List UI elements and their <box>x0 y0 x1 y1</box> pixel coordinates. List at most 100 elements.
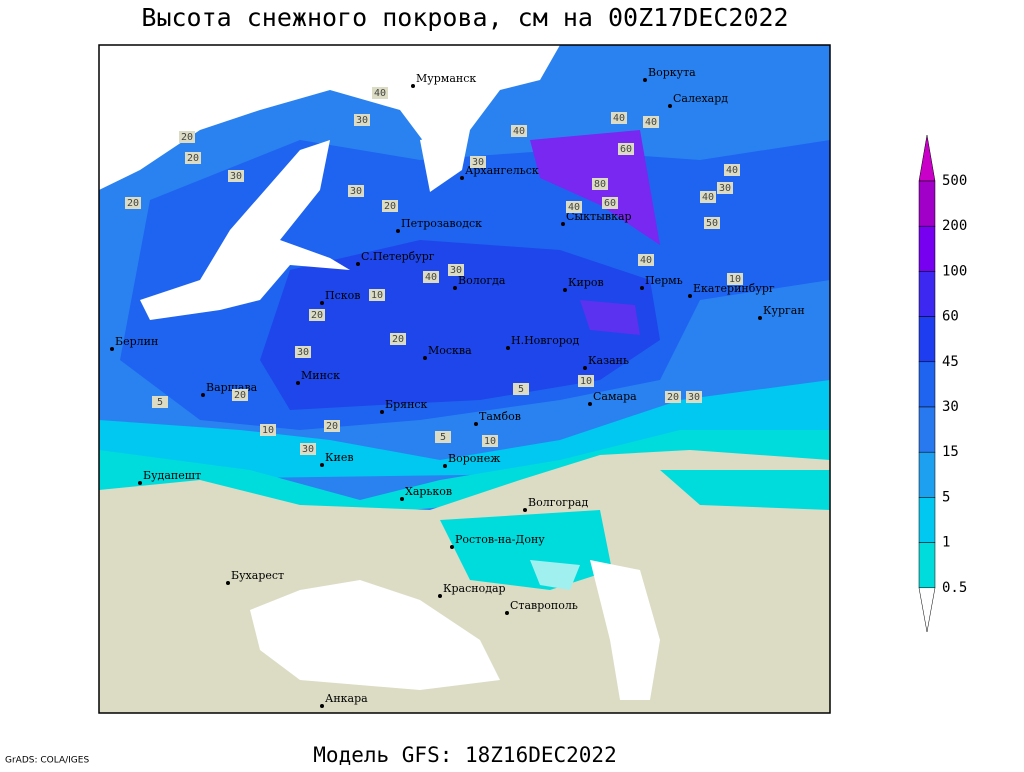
contour-label-box <box>727 273 743 285</box>
contour-label-box <box>482 435 498 447</box>
contour-label-box <box>611 112 627 124</box>
city-dot <box>438 594 442 598</box>
contour-label-box <box>638 254 654 266</box>
contour-label: 40 <box>640 255 652 266</box>
contour-label: 20 <box>667 392 679 403</box>
city-label: Воркута <box>648 66 696 79</box>
city-label: Варшава <box>206 381 258 394</box>
city-dot <box>380 410 384 414</box>
contour-label: 40 <box>726 165 738 176</box>
city-dot <box>474 422 478 426</box>
colorbar-label: 100 <box>942 263 967 279</box>
contour-label-box <box>125 197 141 209</box>
colorbar-label: 5 <box>942 489 950 505</box>
contour-label: 20 <box>234 390 246 401</box>
city-dot <box>296 381 300 385</box>
contour-label: 40 <box>568 202 580 213</box>
contour-label: 40 <box>513 126 525 137</box>
contour-label: 40 <box>374 88 386 99</box>
contour-label: 10 <box>262 425 274 436</box>
city-dot <box>411 84 415 88</box>
city-label: С.Петербург <box>361 250 435 263</box>
contour-label: 30 <box>350 186 362 197</box>
contour-label-box <box>566 201 582 213</box>
city-label: Екатеринбург <box>693 282 775 295</box>
contour-label: 20 <box>326 421 338 432</box>
contour-label-box <box>448 264 464 276</box>
contour-label: 20 <box>392 334 404 345</box>
city-dot <box>758 316 762 320</box>
contour-label-box <box>348 185 364 197</box>
city-dot <box>320 301 324 305</box>
colorbar: 500 200 100 60 45 30 15 5 1 0.5 <box>918 134 967 633</box>
contour-label: 10 <box>580 376 592 387</box>
contour-label: 30 <box>719 183 731 194</box>
contour-label-box <box>372 87 388 99</box>
contour-label-box <box>618 143 634 155</box>
city-dot <box>688 294 692 298</box>
contour-label: 5 <box>440 432 446 443</box>
city-dot <box>588 402 592 406</box>
colorbar-band <box>918 180 936 227</box>
colorbar-label: 0.5 <box>942 580 967 596</box>
contour-label-box <box>686 391 702 403</box>
city-label: Анкара <box>325 692 368 705</box>
contour-label-box <box>592 178 608 190</box>
city-label: Харьков <box>405 485 452 498</box>
contour-label: 30 <box>230 171 242 182</box>
city-label: Минск <box>301 369 340 382</box>
contour-label: 10 <box>729 274 741 285</box>
contour-label-box <box>717 182 733 194</box>
city-label: Волгоград <box>528 496 588 509</box>
city-label: Брянск <box>385 398 428 411</box>
city-label: Самара <box>593 390 637 403</box>
city-dot <box>640 286 644 290</box>
contour-label-box <box>643 116 659 128</box>
city-dot <box>110 347 114 351</box>
city-dot <box>563 288 567 292</box>
colorbar-label: 45 <box>942 354 959 370</box>
contour-label: 10 <box>371 290 383 301</box>
credit: GrADS: COLA/IGES <box>5 756 89 766</box>
city-label: Воронеж <box>448 452 500 465</box>
city-label: Псков <box>325 289 360 302</box>
contour-label-box <box>513 383 529 395</box>
contour-label: 10 <box>484 436 496 447</box>
contour-label: 30 <box>297 347 309 358</box>
city-dot <box>226 581 230 585</box>
city-dot <box>505 611 509 615</box>
contour-label: 5 <box>518 384 524 395</box>
contour-label: 5 <box>157 397 163 408</box>
contour-label-box <box>470 156 486 168</box>
city-label: Салехард <box>673 92 728 105</box>
contour-label: 20 <box>127 198 139 209</box>
contour-label-box <box>724 164 740 176</box>
contour-label-box <box>665 391 681 403</box>
contour-label-box <box>700 191 716 203</box>
colorbar-band <box>918 497 936 543</box>
contour-label-box <box>295 346 311 358</box>
contour-label: 50 <box>706 218 718 229</box>
city-dot <box>506 346 510 350</box>
city-label: Москва <box>428 344 472 357</box>
city-label: Киров <box>568 276 604 289</box>
contour-label: 60 <box>604 198 616 209</box>
city-label: Бухарест <box>231 569 284 582</box>
city-label: Пермь <box>645 274 683 287</box>
contour-label-box <box>423 271 439 283</box>
city-dot <box>201 393 205 397</box>
contour-label-box <box>300 443 316 455</box>
city-label: Будапешт <box>143 469 201 482</box>
contour-label-box <box>369 289 385 301</box>
contour-label-box <box>324 420 340 432</box>
colorbar-cap-top <box>918 134 936 182</box>
colorbar-label: 1 <box>942 535 950 551</box>
contour-label: 30 <box>472 157 484 168</box>
colorbar-band <box>918 406 936 453</box>
city-dot <box>443 464 447 468</box>
contour-label-box <box>260 424 276 436</box>
contour-label-box <box>354 114 370 126</box>
city-dot <box>668 104 672 108</box>
colorbar-label: 200 <box>942 218 967 234</box>
